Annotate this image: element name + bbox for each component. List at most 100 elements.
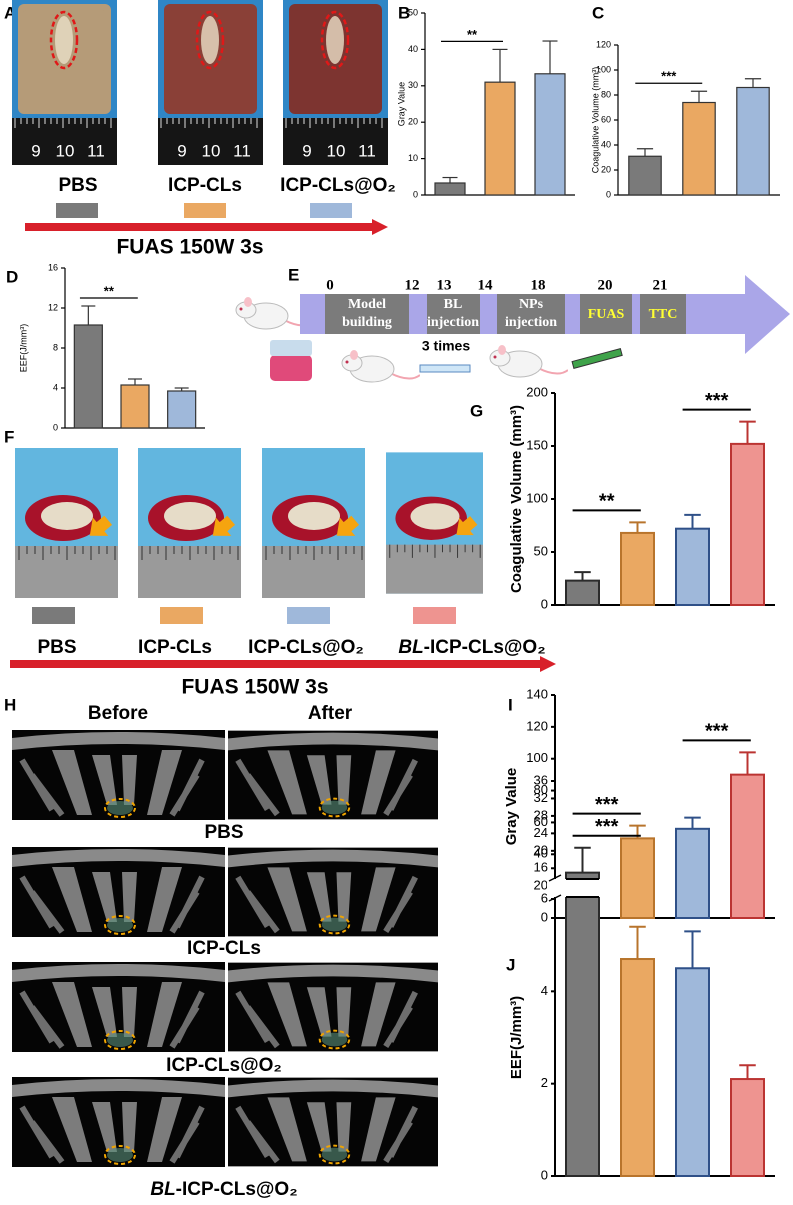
y-tick-label: 0 [606, 189, 611, 199]
group-label: ICP-CLs [187, 938, 261, 959]
legend-swatch [184, 203, 226, 218]
y-tick-label: 36 [534, 772, 548, 787]
y-tick-label: 20 [408, 117, 418, 127]
ruler-number: 10 [56, 141, 75, 160]
y-tick-label: 8 [53, 342, 58, 352]
panel-label: I [508, 695, 513, 714]
significance-label: *** [595, 794, 619, 816]
panel-f: PBS ICP-CLs ICP-CLs@O₂ BL-ICP-CLs@O₂ FUA… [10, 448, 556, 699]
ruler-number: 11 [233, 141, 251, 160]
bar [730, 442, 765, 606]
legend-swatch [413, 607, 456, 624]
ultrasound-image [12, 730, 225, 820]
ultrasound-image [228, 1078, 438, 1167]
tissue-photo [386, 451, 483, 595]
panel-label: B [398, 3, 410, 22]
bar [565, 579, 600, 606]
step-box [325, 294, 409, 334]
y-tick-label: 20 [534, 842, 548, 857]
group-label: ICP-CLs [168, 175, 242, 196]
panel-label: J [506, 955, 515, 974]
column-label: Before [88, 703, 148, 724]
flask-icon [270, 355, 312, 381]
bar [736, 86, 770, 196]
significance-label: ** [599, 491, 615, 513]
bar [534, 73, 566, 196]
group-label: ICP-CLs@O₂ [248, 637, 364, 658]
panel-label: D [6, 267, 18, 286]
panel-e: 0 12 13 14 18 20 21 Model building BL in… [235, 275, 790, 383]
group-label: PBS [37, 637, 76, 658]
syringe-icon [571, 348, 623, 369]
group-label-rest: -ICP-CLs@O₂ [176, 1179, 298, 1200]
tissue-photo [138, 448, 241, 598]
y-tick-label: 100 [526, 490, 548, 505]
ruler-number: 11 [358, 141, 376, 160]
group-label-prefix: BL [398, 637, 423, 658]
tissue-photo [262, 448, 365, 598]
group-label: BL-ICP-CLs@O₂ [150, 1179, 297, 1200]
axis-break [547, 879, 620, 897]
y-tick-label: 20 [601, 164, 611, 174]
y-tick-label: 80 [534, 782, 548, 797]
day-label: 21 [653, 277, 668, 293]
y-tick-label: 120 [526, 718, 548, 733]
treatment-arrow [10, 660, 542, 668]
y-axis-label: Coagulative Volume (mm³) [590, 67, 600, 174]
y-tick-label: 16 [48, 262, 58, 272]
panel-label: H [4, 695, 16, 714]
group-label-rest: -ICP-CLs@O₂ [424, 637, 546, 658]
y-tick-label: 0 [541, 909, 548, 924]
y-tick-label: 60 [601, 114, 611, 124]
y-tick-label: 4 [53, 382, 58, 392]
arrow-head [372, 219, 388, 235]
ultrasound-image [12, 962, 225, 1052]
y-axis-label: EEF(J/mm³) [18, 324, 28, 373]
bar [675, 967, 710, 1177]
y-axis-label: Gray Value [396, 82, 406, 126]
significance-label: ** [467, 27, 478, 42]
day-label: 13 [437, 277, 452, 293]
bar [730, 1078, 765, 1178]
panel-label: G [470, 401, 483, 420]
ruler-number: 9 [31, 141, 40, 160]
y-tick-label: 60 [534, 814, 548, 829]
y-tick-label: 6 [541, 890, 548, 905]
group-label: PBS [58, 175, 97, 196]
y-tick-label: 150 [526, 437, 548, 452]
ruler-number: 11 [87, 141, 105, 160]
group-label: PBS [204, 822, 243, 843]
step-label: injection [505, 315, 557, 330]
step-box [497, 294, 565, 334]
step-label: building [342, 315, 392, 330]
legend-swatch [32, 607, 75, 624]
y-tick-label: 10 [408, 153, 418, 163]
syringe-icon [419, 364, 471, 373]
significance-label: *** [705, 390, 729, 412]
y-tick-label: 24 [534, 825, 548, 840]
y-tick-label: 0 [541, 1167, 548, 1182]
treatment-label: FUAS 150W 3s [116, 236, 263, 259]
mouse-icon [341, 349, 420, 383]
step-label: FUAS [588, 307, 625, 322]
tissue-photo [15, 448, 118, 598]
bar [675, 827, 710, 919]
group-label: BL-ICP-CLs@O₂ [398, 637, 545, 658]
y-tick-label: 12 [48, 302, 58, 312]
y-tick-label: 100 [526, 750, 548, 765]
bar [484, 81, 516, 196]
ruler-number: 10 [327, 141, 346, 160]
y-tick-label: 50 [534, 543, 548, 558]
axis-break-mark [548, 894, 562, 902]
y-tick-label: 80 [601, 89, 611, 99]
y-tick-label: 4 [541, 983, 548, 998]
step-box [427, 294, 480, 334]
y-tick-label: 20 [534, 878, 548, 893]
day-label: 14 [478, 277, 494, 293]
step-label: Model [348, 297, 386, 312]
y-tick-label: 120 [596, 39, 611, 49]
group-label: ICP-CLs@O₂ [280, 175, 396, 196]
significance-label: ** [104, 283, 115, 298]
ultrasound-image [228, 731, 438, 820]
